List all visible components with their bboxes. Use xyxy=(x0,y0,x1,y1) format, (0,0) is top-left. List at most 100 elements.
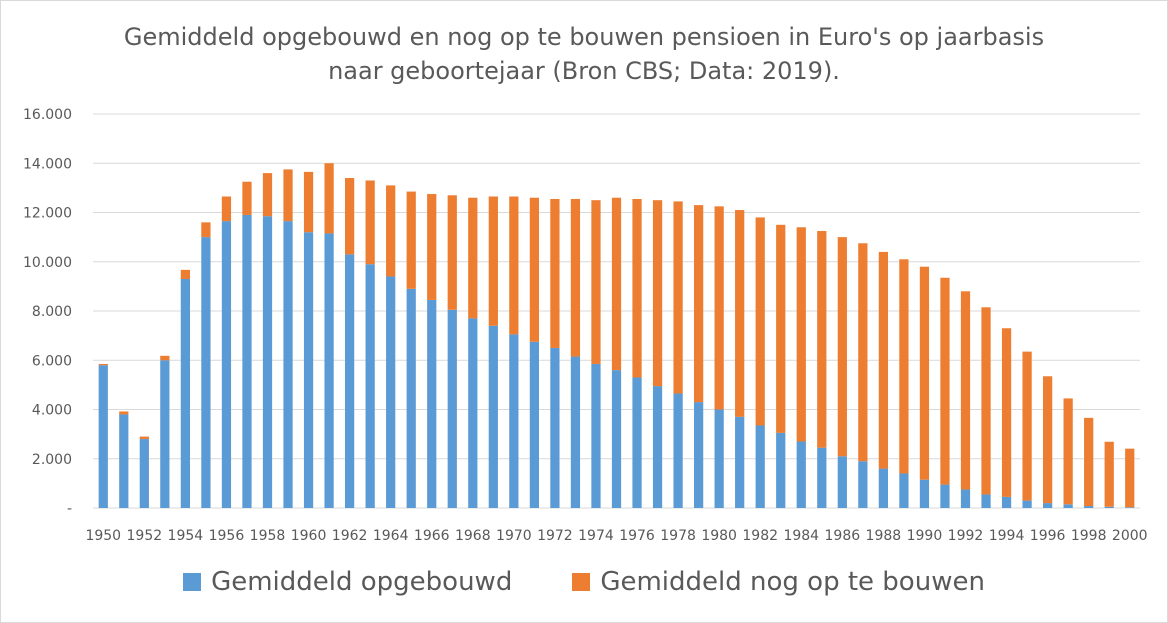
bar-nog-op-te-bouwen-1979 xyxy=(693,205,704,403)
x-tick-label: 1972 xyxy=(537,528,573,544)
bar-opgebouwd-1968 xyxy=(468,318,478,508)
legend-swatch-blue xyxy=(183,573,202,591)
bar-opgebouwd-1980 xyxy=(714,409,724,508)
bar-nog-op-te-bouwen-1962 xyxy=(344,178,355,255)
x-tick-label: 1954 xyxy=(168,528,204,544)
bar-nog-op-te-bouwen-1955 xyxy=(201,222,211,238)
y-tick-label: 2.000 xyxy=(32,452,72,468)
bar-opgebouwd-1996 xyxy=(1042,503,1053,508)
bar-opgebouwd-1979 xyxy=(693,402,704,508)
bar-opgebouwd-1953 xyxy=(160,360,170,508)
x-tick-label: 1968 xyxy=(455,528,491,544)
y-tick-label: 8.000 xyxy=(32,304,72,320)
legend-label-series-2: Gemiddeld nog op te bouwen xyxy=(600,567,985,597)
x-tick-label: 1978 xyxy=(660,528,696,544)
x-tick-label: 1998 xyxy=(1071,528,1107,544)
y-tick-label: 4.000 xyxy=(32,403,72,419)
bar-opgebouwd-1977 xyxy=(652,386,663,508)
chart-title: Gemiddeld opgebouwd en nog op te bouwen … xyxy=(0,20,1168,88)
y-tick-label: - xyxy=(67,501,72,517)
bar-nog-op-te-bouwen-1961 xyxy=(324,163,334,234)
chart-title-line-1: Gemiddeld opgebouwd en nog op te bouwen … xyxy=(123,23,1045,51)
legend-label-series-1: Gemiddeld opgebouwd xyxy=(211,567,513,597)
legend-item-series-2: Gemiddeld nog op te bouwen xyxy=(572,567,985,597)
y-tick-label: 10.000 xyxy=(23,255,72,271)
bar-opgebouwd-1970 xyxy=(509,334,519,508)
bar-opgebouwd-1966 xyxy=(427,299,437,508)
bar-opgebouwd-1986 xyxy=(837,456,847,508)
bar-opgebouwd-1965 xyxy=(406,288,416,508)
bar-nog-op-te-bouwen-2000 xyxy=(1125,448,1135,508)
bar-opgebouwd-1993 xyxy=(981,494,991,508)
bar-nog-op-te-bouwen-1984 xyxy=(796,227,806,442)
bar-nog-op-te-bouwen-1964 xyxy=(386,185,396,277)
bar-opgebouwd-1990 xyxy=(919,479,930,508)
bar-nog-op-te-bouwen-1998 xyxy=(1084,417,1094,507)
bar-opgebouwd-1981 xyxy=(735,416,745,508)
bar-opgebouwd-1976 xyxy=(632,377,642,508)
bar-nog-op-te-bouwen-1994 xyxy=(1001,328,1012,497)
bar-opgebouwd-1963 xyxy=(365,264,375,508)
bar-opgebouwd-1992 xyxy=(960,489,971,508)
x-tick-label: 1976 xyxy=(619,528,655,544)
bar-opgebouwd-1975 xyxy=(611,370,622,508)
bar-nog-op-te-bouwen-1952 xyxy=(139,436,149,440)
chart-legend: Gemiddeld opgebouwd Gemiddeld nog op te … xyxy=(0,562,1168,602)
bar-nog-op-te-bouwen-1951 xyxy=(119,411,129,415)
bar-nog-op-te-bouwen-1970 xyxy=(509,196,519,335)
bar-opgebouwd-1969 xyxy=(488,325,498,508)
x-tick-label: 1958 xyxy=(250,528,286,544)
bar-opgebouwd-1956 xyxy=(221,221,232,508)
bar-opgebouwd-1994 xyxy=(1001,496,1012,508)
bar-nog-op-te-bouwen-1986 xyxy=(837,237,847,457)
bar-nog-op-te-bouwen-1989 xyxy=(899,259,909,474)
x-tick-label: 1992 xyxy=(948,528,984,544)
bar-opgebouwd-1952 xyxy=(139,439,149,508)
bar-nog-op-te-bouwen-1982 xyxy=(755,217,765,426)
bar-opgebouwd-1984 xyxy=(796,441,806,508)
y-tick-label: 12.000 xyxy=(23,206,72,222)
bar-nog-op-te-bouwen-1971 xyxy=(529,197,540,342)
bar-opgebouwd-1961 xyxy=(324,233,334,508)
bar-opgebouwd-1962 xyxy=(344,254,355,508)
bar-nog-op-te-bouwen-1963 xyxy=(365,180,375,265)
x-tick-label: 1988 xyxy=(866,528,902,544)
bar-opgebouwd-1998 xyxy=(1084,506,1094,508)
bar-nog-op-te-bouwen-1967 xyxy=(447,195,457,310)
bar-nog-op-te-bouwen-1966 xyxy=(427,194,437,300)
bar-opgebouwd-1987 xyxy=(858,461,868,508)
bar-nog-op-te-bouwen-1968 xyxy=(468,197,478,319)
x-tick-label: 1982 xyxy=(742,528,778,544)
x-tick-label: 1970 xyxy=(496,528,532,544)
bar-nog-op-te-bouwen-1995 xyxy=(1022,351,1032,501)
x-tick-label: 1984 xyxy=(783,528,819,544)
bar-opgebouwd-1955 xyxy=(201,237,211,508)
bar-opgebouwd-1951 xyxy=(119,414,129,508)
chart-title-line-2: naar geboortejaar (Bron CBS; Data: 2019)… xyxy=(328,57,840,85)
bar-nog-op-te-bouwen-1992 xyxy=(960,291,971,490)
bar-nog-op-te-bouwen-1978 xyxy=(673,201,683,394)
bar-nog-op-te-bouwen-1977 xyxy=(652,200,663,387)
x-tick-label: 1960 xyxy=(291,528,327,544)
x-tick-label: 1966 xyxy=(414,528,450,544)
bar-nog-op-te-bouwen-1976 xyxy=(632,198,642,378)
x-tick-label: 1956 xyxy=(209,528,245,544)
bar-opgebouwd-1988 xyxy=(878,468,889,508)
bar-opgebouwd-1957 xyxy=(242,214,252,508)
bar-nog-op-te-bouwen-1958 xyxy=(262,173,273,217)
bar-opgebouwd-1964 xyxy=(386,276,396,508)
bar-nog-op-te-bouwen-1953 xyxy=(160,355,170,361)
legend-item-series-1: Gemiddeld opgebouwd xyxy=(183,567,512,597)
x-tick-label: 1952 xyxy=(127,528,163,544)
x-tick-label: 1980 xyxy=(701,528,737,544)
bar-opgebouwd-1991 xyxy=(940,484,950,508)
bar-nog-op-te-bouwen-1975 xyxy=(611,197,622,371)
bar-nog-op-te-bouwen-1996 xyxy=(1042,376,1053,504)
y-tick-label: 16.000 xyxy=(23,107,72,123)
bar-nog-op-te-bouwen-1969 xyxy=(488,196,498,326)
bar-opgebouwd-1958 xyxy=(262,216,273,508)
bar-nog-op-te-bouwen-1981 xyxy=(735,210,745,417)
bar-nog-op-te-bouwen-1954 xyxy=(180,269,191,279)
bar-nog-op-te-bouwen-1987 xyxy=(858,243,868,462)
